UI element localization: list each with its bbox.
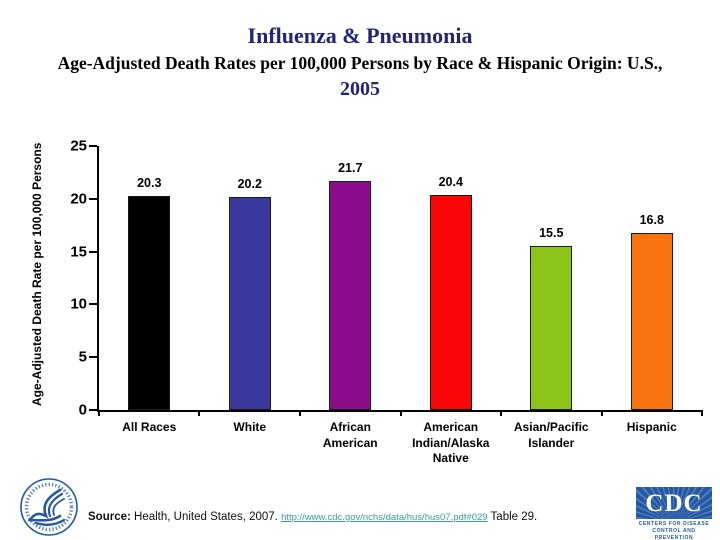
x-tick-mark [701,410,703,416]
x-tick-mark [298,410,301,416]
y-tick-label: 10 [70,295,87,313]
category-label: American Indian/Alaska Native [412,420,490,466]
bar-value-label: 15.5 [539,226,564,241]
y-tick-mark [89,197,97,200]
title-year: 2005 [340,77,380,100]
page-subtitle: Age-Adjusted Death Rates per 100,000 Per… [57,52,663,73]
source-url-link[interactable]: http://www.cdc.gov/nchs/data/hus/hus07.p… [281,512,488,523]
y-axis-title: Age-Adjusted Death Rate per 100,000 Pers… [30,142,44,406]
bar [429,194,472,410]
bar-cell: 20.3 All Races [99,146,200,434]
x-tick-mark [198,410,201,416]
y-tick-mark [89,145,97,147]
category-label: White [233,420,267,434]
category-label: African American [322,420,378,450]
bar [128,195,171,410]
source-text: Health, United States, 2007. [130,511,282,523]
bar-cell: 21.7 African American [300,146,401,450]
y-tick-label: 25 [70,137,87,155]
x-tick-mark [600,410,603,416]
y-tick-label: 5 [78,348,87,366]
category-label: All Races [122,420,177,434]
y-tick-label: 0 [78,401,87,419]
y-tick-label: 20 [70,190,87,208]
x-tick-mark [399,410,402,416]
y-tick-mark [89,250,97,253]
y-tick-mark [89,409,97,411]
category-label: Hispanic [626,420,677,434]
bar-value-label: 16.8 [639,212,664,227]
bar-value-label: 20.2 [237,176,262,191]
title-block: Influenza & Pneumonia Age-Adjusted Death… [0,22,720,102]
category-label: Asian/Pacific Islander [513,420,589,450]
bar-cell: 20.2 White [200,146,301,434]
x-tick-mark [499,410,502,416]
bar-value-label: 20.3 [137,175,162,190]
y-tick-mark [89,303,97,306]
cdc-caption-line1: Centers for Disease [638,521,710,527]
plot-area: 0 5 10 15 20 25 20.3 All Races 20.2 White 21.7 Afri… [70,138,703,466]
source-line: Source: Health, United States, 2007. htt… [88,511,618,523]
y-tick-label: 15 [70,243,87,261]
cdc-caption-line2: Control and Prevention [652,528,696,540]
source-label: Source: [88,511,131,523]
bar-cell: 15.5 Asian/Pacific Islander [501,146,602,449]
bar-cell: 16.8 Hispanic [602,146,703,434]
bar [630,232,673,410]
bar-value-label: 20.4 [438,174,463,189]
cdc-logo: CDC Centers for Disease Control and Prev… [636,487,712,540]
bar-cell: 20.4 American Indian/Alaska Native [401,146,502,466]
bar [329,180,372,410]
page-title: Influenza & Pneumonia [247,23,473,48]
cdc-logo-box: CDC [636,487,712,519]
table-reference: Table 29. [487,511,538,523]
cdc-rays-icon [636,487,712,519]
x-tick-mark [98,410,100,416]
bar [228,196,271,410]
bar-value-label: 21.7 [338,160,363,175]
eagle-icon [27,488,66,526]
bar [530,246,573,410]
y-tick-mark [89,356,97,359]
hhs-seal-logo [20,478,78,536]
cdc-acronym: CDC [645,489,703,517]
cdc-caption: Centers for Disease Control and Preventi… [636,521,712,540]
